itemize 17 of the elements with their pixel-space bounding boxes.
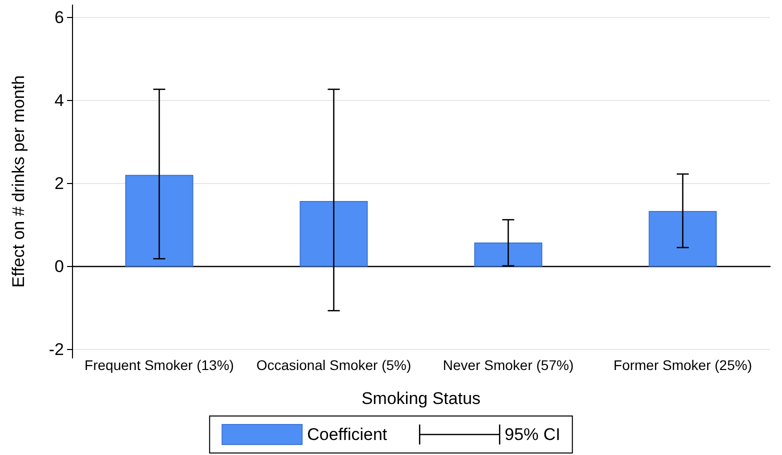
x-tick-label: Frequent Smoker (13%) — [84, 357, 234, 373]
text: 95% CI — [504, 425, 560, 444]
bar — [474, 242, 542, 267]
y-tick-label: 0 — [54, 257, 64, 276]
bar — [125, 174, 194, 267]
x-tick-label: Occasional Smoker (5%) — [256, 357, 412, 373]
bar — [648, 210, 717, 267]
y-tick-label: -2 — [48, 340, 64, 360]
y-tick-label: 4 — [54, 91, 64, 110]
x-tick-label: Never Smoker (57%) — [442, 357, 574, 373]
bar — [300, 201, 368, 267]
legend-label: Coefficient — [307, 425, 388, 444]
y-tick-label: 6 — [54, 8, 64, 27]
y-axis-title: Effect on # drinks per month — [9, 75, 28, 288]
x-axis-title: Smoking Status — [361, 389, 481, 408]
y-tick-label: 2 — [54, 174, 64, 194]
x-tick-label: Former Smoker (25%) — [614, 357, 752, 373]
